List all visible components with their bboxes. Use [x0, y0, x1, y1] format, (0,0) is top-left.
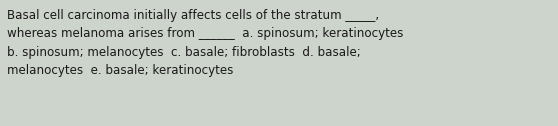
Text: Basal cell carcinoma initially affects cells of the stratum _____,
whereas melan: Basal cell carcinoma initially affects c…	[7, 9, 403, 77]
